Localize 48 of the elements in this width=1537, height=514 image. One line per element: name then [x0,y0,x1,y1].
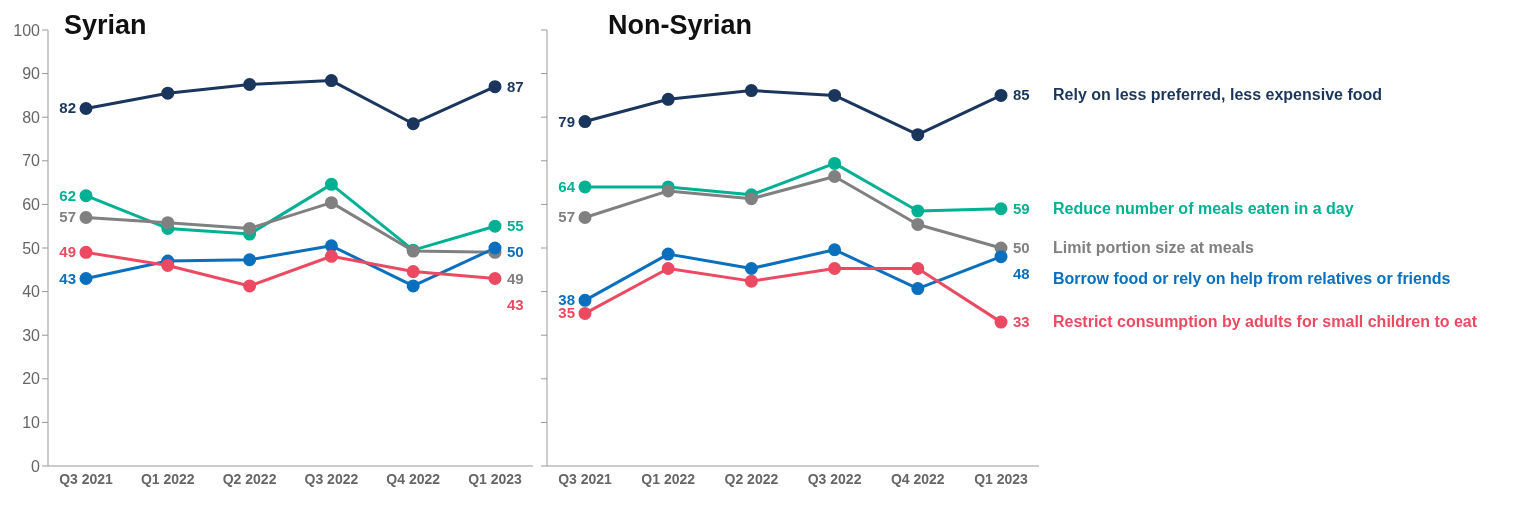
text: Limit portion size at meals [1053,239,1255,256]
y-tick-label: 90 [22,65,41,83]
y-tick-label: 10 [22,414,41,432]
y-tick-label: 60 [22,196,41,214]
data-label: 64 [558,177,576,195]
data-label: 43 [59,269,76,287]
x-tick-label: Q2 2022 [222,470,277,487]
x-tick-label: Q4 2022 [890,470,945,487]
x-tick-label: Q4 2022 [386,470,441,487]
data-label: 48 [1013,265,1030,283]
data-label: 49 [507,269,524,287]
chart-title: Syrian [64,10,147,41]
data-label: 55 [507,217,524,235]
y-tick-label: 30 [22,326,41,344]
data-label: 49 [59,243,76,261]
y-tick-label: 50 [22,239,41,257]
x-tick-label: Q1 2022 [641,470,696,487]
x-tick-label: Q3 2022 [304,470,359,487]
data-label: 57 [59,208,76,226]
text: Restrict consumption by adults for small children to eat [1053,313,1478,331]
text: Reduce number of meals eaten in a day [1053,199,1354,217]
y-tick-label: 0 [31,457,41,475]
data-label: 50 [1013,239,1030,256]
y-tick-label: 70 [22,152,41,170]
data-label: 79 [558,112,575,130]
x-tick-label: Q1 2023 [974,470,1029,487]
data-label: 43 [507,295,524,313]
x-tick-label: Q2 2022 [724,470,779,487]
y-tick-label: 100 [13,21,41,39]
text: Rely on less preferred, less expensive food [1053,86,1383,104]
y-tick-label: 80 [22,108,41,126]
data-label: 85 [1013,86,1030,104]
x-tick-label: Q1 2022 [140,470,195,487]
y-tick-label: 20 [22,370,41,388]
data-label: 62 [59,186,76,204]
x-tick-label: Q3 2021 [558,470,613,487]
data-label: 87 [507,77,524,95]
y-tick-label: 40 [22,283,41,301]
data-label: 57 [558,208,575,226]
x-tick-label: Q3 2022 [807,470,862,487]
data-label: 50 [507,243,524,261]
data-label: 59 [1013,199,1030,217]
data-label: 33 [1013,313,1030,331]
x-tick-label: Q1 2023 [468,470,523,487]
data-label: 82 [59,99,76,117]
text: Borrow food or rely on help from relatives or friends [1053,269,1451,287]
x-tick-label: Q3 2021 [59,470,114,487]
chart-title: Non-Syrian [608,10,753,41]
